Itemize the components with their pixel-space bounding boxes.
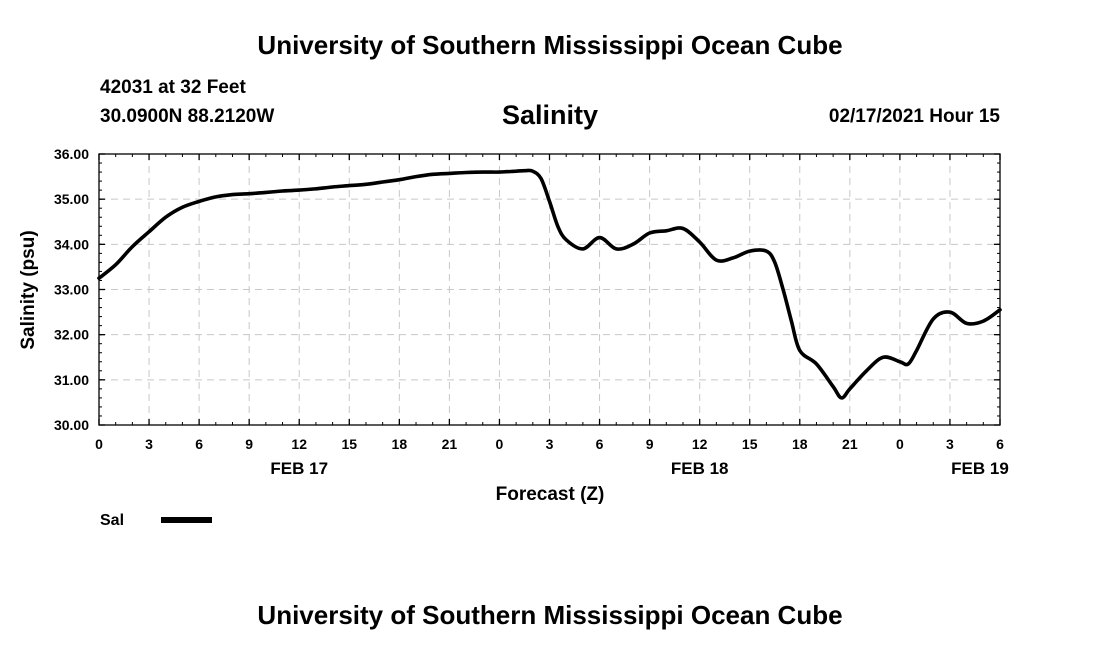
x-tick-label: 12 — [692, 436, 708, 452]
y-tick-labels: 30.00 31.00 32.00 33.00 34.00 35.00 36.00 — [54, 146, 89, 433]
x-tick-label: 15 — [742, 436, 758, 452]
x-tick-labels: 0 3 6 9 12 15 18 21 0 3 6 9 12 15 18 21 0 3 6 — [95, 436, 1004, 452]
page-title: University of Southern Mississippi Ocean… — [257, 30, 843, 60]
date-labels: FEB 17 FEB 18 FEB 19 — [270, 459, 1008, 478]
station-label: 42031 at 32 Feet — [100, 77, 246, 98]
x-tick-label: 9 — [646, 436, 654, 452]
y-tick-label: 34.00 — [54, 236, 89, 252]
y-tick-label: 30.00 — [54, 417, 89, 433]
x-tick-label: 6 — [996, 436, 1004, 452]
x-tick-label: 6 — [195, 436, 203, 452]
grid — [99, 154, 1000, 425]
footer-title: University of Southern Mississippi Ocean… — [257, 600, 843, 630]
x-axis-label: Forecast (Z) — [496, 484, 605, 505]
plot-frame — [98, 153, 1001, 426]
y-tick-label: 35.00 — [54, 191, 89, 207]
x-tick-label: 21 — [442, 436, 458, 452]
x-tick-label: 3 — [145, 436, 153, 452]
x-tick-label: 0 — [496, 436, 504, 452]
date-label: FEB 19 — [951, 459, 1009, 478]
x-tick-label: 18 — [792, 436, 808, 452]
y-tick-label: 33.00 — [54, 282, 89, 298]
x-tick-label: 3 — [546, 436, 554, 452]
legend-label: Sal — [100, 512, 124, 529]
station-coordinates: 30.0900N 88.2120W — [100, 106, 275, 127]
x-tick-label: 3 — [946, 436, 954, 452]
x-tick-label: 12 — [291, 436, 307, 452]
y-tick-label: 36.00 — [54, 146, 89, 162]
date-label: FEB 18 — [671, 459, 729, 478]
y-tick-label: 31.00 — [54, 372, 89, 388]
date-label: FEB 17 — [270, 459, 328, 478]
y-axis-label: Salinity (psu) — [18, 230, 39, 349]
x-tick-label: 0 — [896, 436, 904, 452]
x-tick-label: 15 — [341, 436, 357, 452]
y-tick-label: 32.00 — [54, 327, 89, 343]
x-tick-label: 6 — [596, 436, 604, 452]
issued-timestamp: 02/17/2021 Hour 15 — [828, 106, 1000, 127]
x-tick-label: 18 — [392, 436, 408, 452]
x-tick-label: 0 — [95, 436, 103, 452]
x-tick-label: 9 — [245, 436, 253, 452]
salinity-series-line — [97, 168, 1002, 400]
chart-title: Salinity — [501, 100, 599, 130]
x-tick-label: 21 — [842, 436, 858, 452]
